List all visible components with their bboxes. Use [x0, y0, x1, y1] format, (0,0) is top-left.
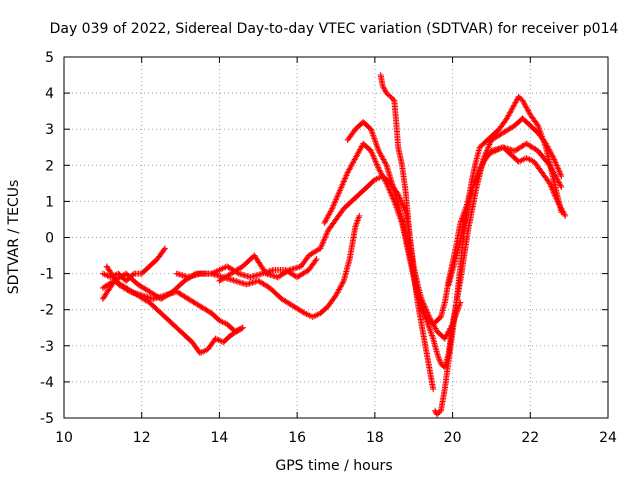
y-axis: -5 -4 -3 -2 -1 0 1 2 3 4 5 — [40, 50, 608, 427]
marker-trail — [378, 73, 436, 391]
x-axis-label: GPS time / hours — [275, 458, 392, 474]
grid-lines — [64, 57, 608, 418]
x-tick-label: 18 — [366, 430, 384, 446]
x-tick-label: 14 — [211, 430, 229, 446]
marker-trail — [175, 214, 362, 320]
y-tick-label: 1 — [45, 194, 54, 210]
chart-title: Day 039 of 2022, Sidereal Day-to-day VTE… — [50, 21, 619, 37]
y-tick-label: 2 — [45, 158, 54, 174]
y-tick-label: 4 — [45, 86, 54, 102]
x-tick-label: 20 — [444, 430, 462, 446]
series-track-k — [445, 144, 569, 288]
x-tick-label: 12 — [133, 430, 151, 446]
y-tick-label: 3 — [45, 122, 54, 138]
y-tick-label: -2 — [40, 303, 54, 319]
x-tick-label: 24 — [599, 430, 617, 446]
series-track-c — [103, 263, 246, 335]
marker-trail — [446, 145, 568, 286]
x-axis: 10 12 14 16 18 20 22 24 — [55, 57, 617, 446]
series-track-g — [321, 140, 565, 328]
series-track-j — [432, 93, 565, 418]
x-tick-label: 22 — [521, 430, 539, 446]
y-tick-label: -5 — [40, 411, 54, 427]
y-axis-label: SDTVAR / TECUs — [6, 180, 22, 295]
marker-trail — [104, 264, 245, 334]
data-points — [99, 72, 569, 418]
x-tick-label: 16 — [288, 430, 306, 446]
series-track-i — [377, 72, 437, 393]
y-tick-label: -4 — [40, 375, 54, 391]
y-tick-label: -1 — [40, 267, 54, 283]
y-tick-label: 0 — [45, 231, 54, 247]
series-track-d — [99, 245, 169, 284]
series-track-e — [173, 212, 363, 320]
y-tick-label: -3 — [40, 339, 54, 355]
y-tick-label: 5 — [45, 50, 54, 66]
x-tick-label: 10 — [55, 430, 73, 446]
marker-trail — [101, 246, 168, 283]
marker-trail — [322, 141, 564, 327]
